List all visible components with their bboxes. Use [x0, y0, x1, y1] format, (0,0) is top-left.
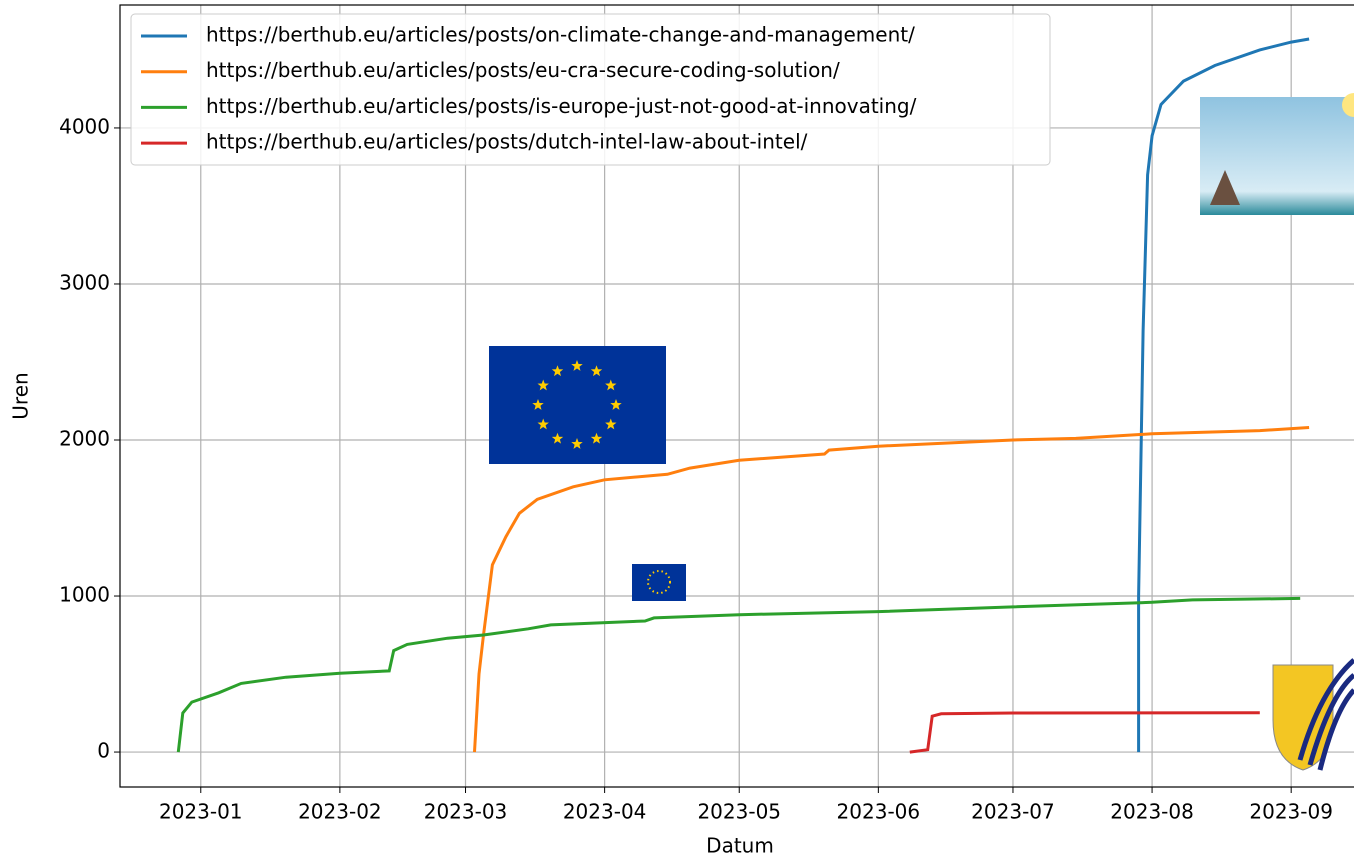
y-tick-label: 0	[97, 739, 110, 763]
y-tick-label: 3000	[59, 270, 110, 294]
star	[532, 399, 544, 410]
y-tick-label: 4000	[59, 114, 110, 138]
series-line	[909, 711, 1260, 754]
images	[489, 93, 1354, 771]
y-axis-label: Uren	[9, 372, 33, 419]
legend-box	[130, 13, 1051, 166]
x-tick-label: 2023-04	[563, 800, 647, 824]
x-axis-label: Datum	[706, 834, 774, 858]
x-tick-label: 2023-07	[971, 800, 1055, 824]
star	[571, 438, 583, 449]
x-tick-label: 2023-08	[1110, 800, 1194, 824]
star	[537, 418, 549, 430]
x-tick-label: 2023-02	[298, 800, 382, 824]
eu-flag-small	[632, 564, 686, 601]
star	[605, 379, 617, 391]
series-line	[176, 596, 1301, 753]
star	[571, 360, 583, 371]
plot-frame	[119, 4, 1354, 788]
star	[551, 365, 564, 377]
series-line	[473, 426, 1310, 753]
x-tick-label: 2023-05	[697, 800, 781, 824]
x-tick-label: 2023-06	[837, 800, 921, 824]
star	[537, 379, 549, 391]
volcano	[1210, 170, 1240, 205]
emblem-waves	[1297, 658, 1354, 771]
stars	[532, 360, 622, 449]
star	[551, 432, 564, 444]
star	[610, 399, 622, 410]
y-tick-label: 1000	[59, 583, 110, 607]
x-tick-label: 2023-09	[1249, 800, 1333, 824]
sun	[1342, 93, 1354, 117]
series-line	[1137, 37, 1310, 753]
star	[590, 365, 603, 377]
y-tick-label: 2000	[59, 426, 110, 450]
x-tick-label: 2023-01	[159, 800, 243, 824]
stars-small	[647, 570, 671, 594]
x-tick-label: 2023-03	[424, 800, 508, 824]
legend-label: https://berthub.eu/articles/posts/eu-cra…	[206, 58, 840, 82]
legend-label: https://berthub.eu/articles/posts/dutch-…	[206, 130, 808, 154]
legend: https://berthub.eu/articles/posts/on-cli…	[130, 13, 1051, 166]
star	[605, 418, 617, 430]
legend-label: https://berthub.eu/articles/posts/on-cli…	[206, 23, 915, 47]
legend-label: https://berthub.eu/articles/posts/is-eur…	[206, 94, 917, 118]
star	[590, 432, 603, 444]
